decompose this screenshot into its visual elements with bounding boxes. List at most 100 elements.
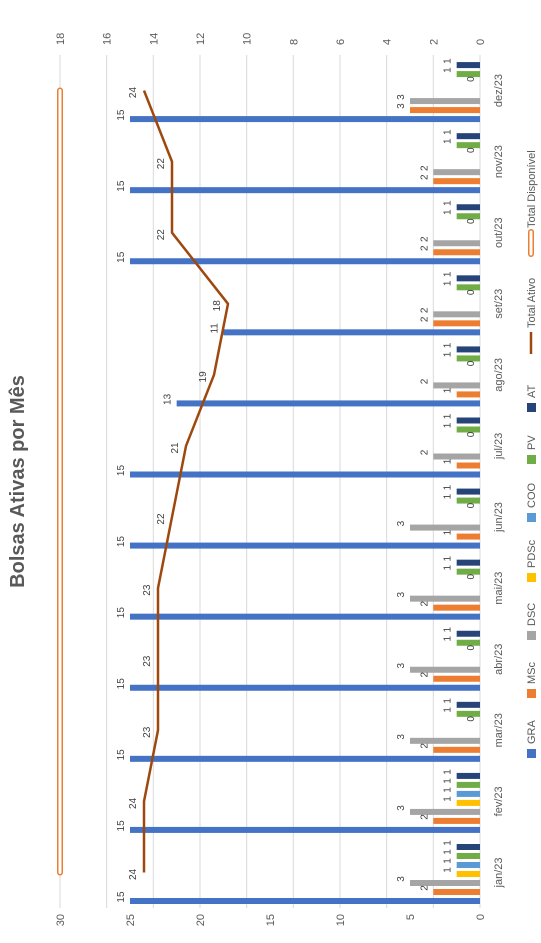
legend-swatch [527,749,536,758]
data-label-at: 1 [443,698,454,704]
category-label: fev/23 [493,786,505,816]
bar-pv [456,710,480,717]
bar-pdsc [456,799,480,806]
legend-swatch [527,689,536,698]
bar-dsc [410,98,480,105]
bar-msc [433,604,481,611]
legend-swatch [527,631,536,640]
data-label-dsc: 2 [419,378,430,384]
category-label: abr/23 [493,644,505,675]
bar-msc [433,320,481,327]
data-label-total-ativo: 22 [156,513,167,525]
data-label-at: 1 [443,627,454,633]
data-label-total-ativo: 19 [198,371,209,383]
bar-pv [456,639,480,646]
data-label-at: 1 [443,840,454,846]
bar-gra [130,755,480,762]
bar-msc [433,889,481,895]
bar-gra [130,258,480,265]
bar-at [456,701,480,708]
primary-axis-tick: 6 [335,39,347,45]
legend-item-at: AT [526,384,538,412]
data-label-pv: 1 [443,422,454,428]
data-label-dsc: 3 [396,734,407,740]
data-label-coo: 1 [443,858,454,864]
secondary-axis-tick: 30 [55,914,67,926]
legend-label: DSC [526,603,538,626]
bar-msc [456,391,480,398]
data-label-pv: 1 [443,351,454,357]
data-label-msc: 1 [443,529,454,535]
category-label: dez/23 [493,74,505,107]
secondary-axis-tick: 0 [475,914,487,920]
data-label-msc: 1 [443,387,454,393]
data-label-coo: 0 [466,573,477,579]
legend-item-coo: COO [526,483,538,522]
legend-label: Total Disponível [526,150,538,228]
data-label-total-ativo: 24 [128,868,139,880]
data-label-coo: 0 [466,360,477,366]
bar-gra [130,684,480,691]
bar-dsc [410,595,480,602]
data-label-pdsc: 1 [443,867,454,873]
line-total-ativo [142,90,230,873]
bar-msc [433,675,481,682]
data-label-gra: 15 [116,607,127,619]
data-label-gra: 15 [116,465,127,477]
primary-axis-tick: 18 [55,33,67,45]
bar-gra [130,187,480,194]
bar-dsc [433,169,481,176]
primary-axis-tick: 0 [475,39,487,45]
data-label-coo: 0 [466,289,477,295]
bar-gra [130,826,480,833]
data-label-coo: 0 [466,431,477,437]
data-label-msc: 1 [443,458,454,464]
bar-msc [433,178,481,185]
data-label-gra: 15 [116,251,127,263]
primary-axis-tick: 4 [382,39,394,45]
bar-pv [456,426,480,433]
data-label-msc: 2 [419,814,430,820]
data-label-gra: 15 [116,891,127,903]
data-label-pv: 1 [443,67,454,73]
data-label-gra: 11 [209,323,220,334]
data-label-at: 1 [443,58,454,64]
bar-dsc [410,666,480,673]
category-label: jun/23 [493,502,505,533]
category-label: mai/23 [493,572,505,605]
data-label-at: 1 [443,342,454,348]
primary-axis-tick: 2 [428,39,440,45]
legend-swatch [527,513,536,522]
primary-axis-tick: 14 [148,33,160,45]
data-label-msc: 2 [419,885,430,891]
data-label-coo: 0 [466,502,477,508]
bars [130,62,481,904]
legend-item-msc: MSc [526,662,538,698]
bar-pv [456,284,480,291]
data-label-pv: 1 [443,636,454,642]
bar-pv [456,853,480,859]
bar-at [456,346,480,353]
data-label-gra: 15 [116,678,127,690]
data-label-at: 1 [443,484,454,490]
data-label-dsc: 3 [396,591,407,597]
data-label-coo: 0 [466,76,477,82]
data-label-at: 1 [443,413,454,419]
bar-dsc [410,808,480,815]
data-label-msc: 2 [419,743,430,749]
data-label-msc: 2 [419,316,430,322]
bar-msc [410,107,480,114]
legend-label: COO [526,483,538,509]
data-label-gra: 15 [116,749,127,761]
data-label-pv: 1 [443,280,454,286]
data-label-gra: 15 [116,109,127,121]
data-label-at: 1 [443,555,454,561]
category-label: set/23 [493,289,505,319]
primary-axis-tick: 12 [195,33,207,45]
legend-swatch [527,403,536,412]
bar-at [456,772,480,779]
category-label: jul/23 [493,433,505,460]
data-label-total-ativo: 22 [156,158,167,170]
category-label: ago/23 [493,358,505,392]
data-label-dsc: 3 [396,663,407,669]
